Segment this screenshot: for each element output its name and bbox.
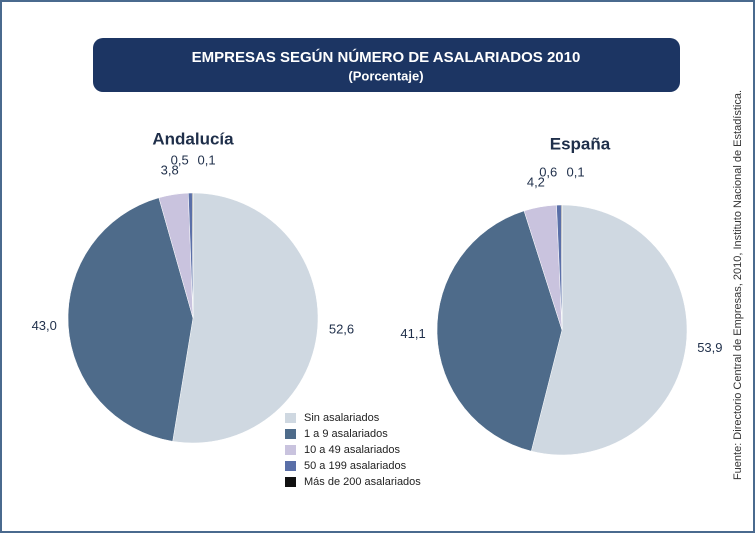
legend-swatch: [285, 445, 296, 455]
value-label: 0,5: [171, 152, 189, 167]
pie-slice: [191, 192, 194, 319]
pie-slice: [436, 210, 563, 452]
legend-swatch: [285, 413, 296, 423]
value-label: 0,1: [197, 152, 215, 167]
legend-label: Sin asalariados: [304, 412, 380, 424]
legend-swatch: [285, 477, 296, 487]
value-label: 53,9: [697, 340, 722, 355]
pie-slice: [172, 192, 319, 444]
title: EMPRESAS SEGÚN NÚMERO DE ASALARIADOS 201…: [192, 48, 581, 66]
legend-label: 1 a 9 asalariados: [304, 428, 388, 440]
title-box: [93, 38, 680, 92]
pie-title: Andalucía: [152, 129, 234, 148]
legend-swatch: [285, 461, 296, 471]
subtitle: (Porcentaje): [348, 68, 423, 83]
legend-label: Más de 200 asalariados: [304, 476, 421, 488]
pie-slice: [67, 197, 194, 442]
value-label: 41,1: [400, 326, 425, 341]
legend-label: 10 a 49 asalariados: [304, 444, 401, 456]
legend-label: 50 a 199 asalariados: [304, 460, 407, 472]
legend-swatch: [285, 429, 296, 439]
source: Fuente: Directorio Central de Empresas, …: [732, 90, 744, 480]
pie-slice: [560, 204, 563, 331]
value-label: 0,1: [566, 164, 584, 179]
value-label: 0,6: [539, 164, 557, 179]
value-label: 52,6: [329, 322, 354, 337]
value-label: 4,2: [527, 175, 545, 190]
value-label: 43,0: [32, 318, 57, 333]
value-label: 3,8: [161, 162, 179, 177]
pie-title: España: [550, 134, 611, 153]
pie-slice: [530, 204, 688, 456]
